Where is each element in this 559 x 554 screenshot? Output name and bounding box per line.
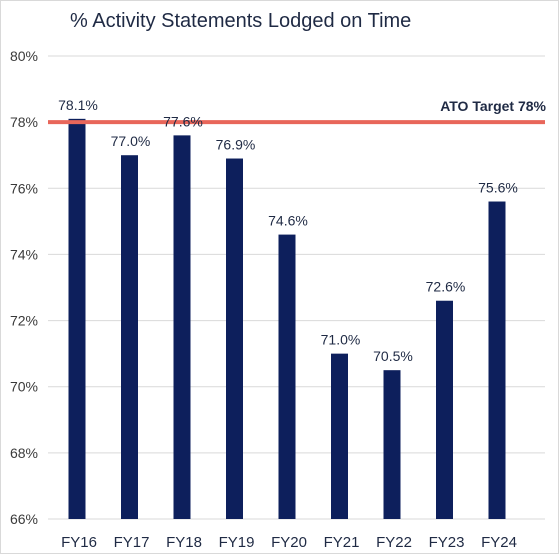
x-tick-label: FY22 [376, 534, 412, 551]
data-label: 72.6% [426, 279, 466, 295]
data-label: 77.0% [111, 133, 151, 149]
bar [68, 118, 86, 519]
x-tick-label: FY18 [166, 534, 202, 551]
y-tick-label: 80% [10, 48, 38, 64]
x-tick-label: FY24 [481, 534, 517, 551]
bar [278, 234, 296, 520]
data-label: 78.1% [58, 97, 98, 113]
x-tick-label: FY19 [219, 534, 255, 551]
bar [436, 300, 453, 519]
data-label: 74.6% [268, 213, 308, 229]
x-tick-label: FY17 [114, 534, 150, 551]
bar [226, 158, 243, 519]
data-label: 70.5% [373, 348, 413, 364]
x-tick-label: FY16 [61, 534, 97, 551]
x-tick-label: FY23 [429, 534, 465, 551]
y-tick-label: 68% [10, 445, 38, 461]
data-label: 77.6% [163, 113, 203, 129]
y-tick-label: 76% [10, 180, 38, 196]
bar [383, 370, 401, 519]
y-tick-label: 66% [10, 511, 38, 527]
x-tick-label: FY21 [324, 534, 360, 551]
data-label: 76.9% [216, 137, 256, 153]
y-tick-label: 70% [10, 379, 38, 395]
target-label: ATO Target 78% [440, 98, 546, 114]
data-label: 75.6% [478, 180, 518, 196]
y-tick-label: 78% [10, 114, 38, 130]
y-tick-label: 74% [10, 246, 38, 262]
bar [173, 135, 191, 519]
data-label: 71.0% [321, 332, 361, 348]
bar [331, 353, 348, 519]
y-tick-label: 72% [10, 313, 38, 329]
bar [121, 155, 138, 519]
bar [488, 201, 506, 519]
chart-title: % Activity Statements Lodged on Time [70, 10, 412, 32]
x-tick-label: FY20 [271, 534, 307, 551]
